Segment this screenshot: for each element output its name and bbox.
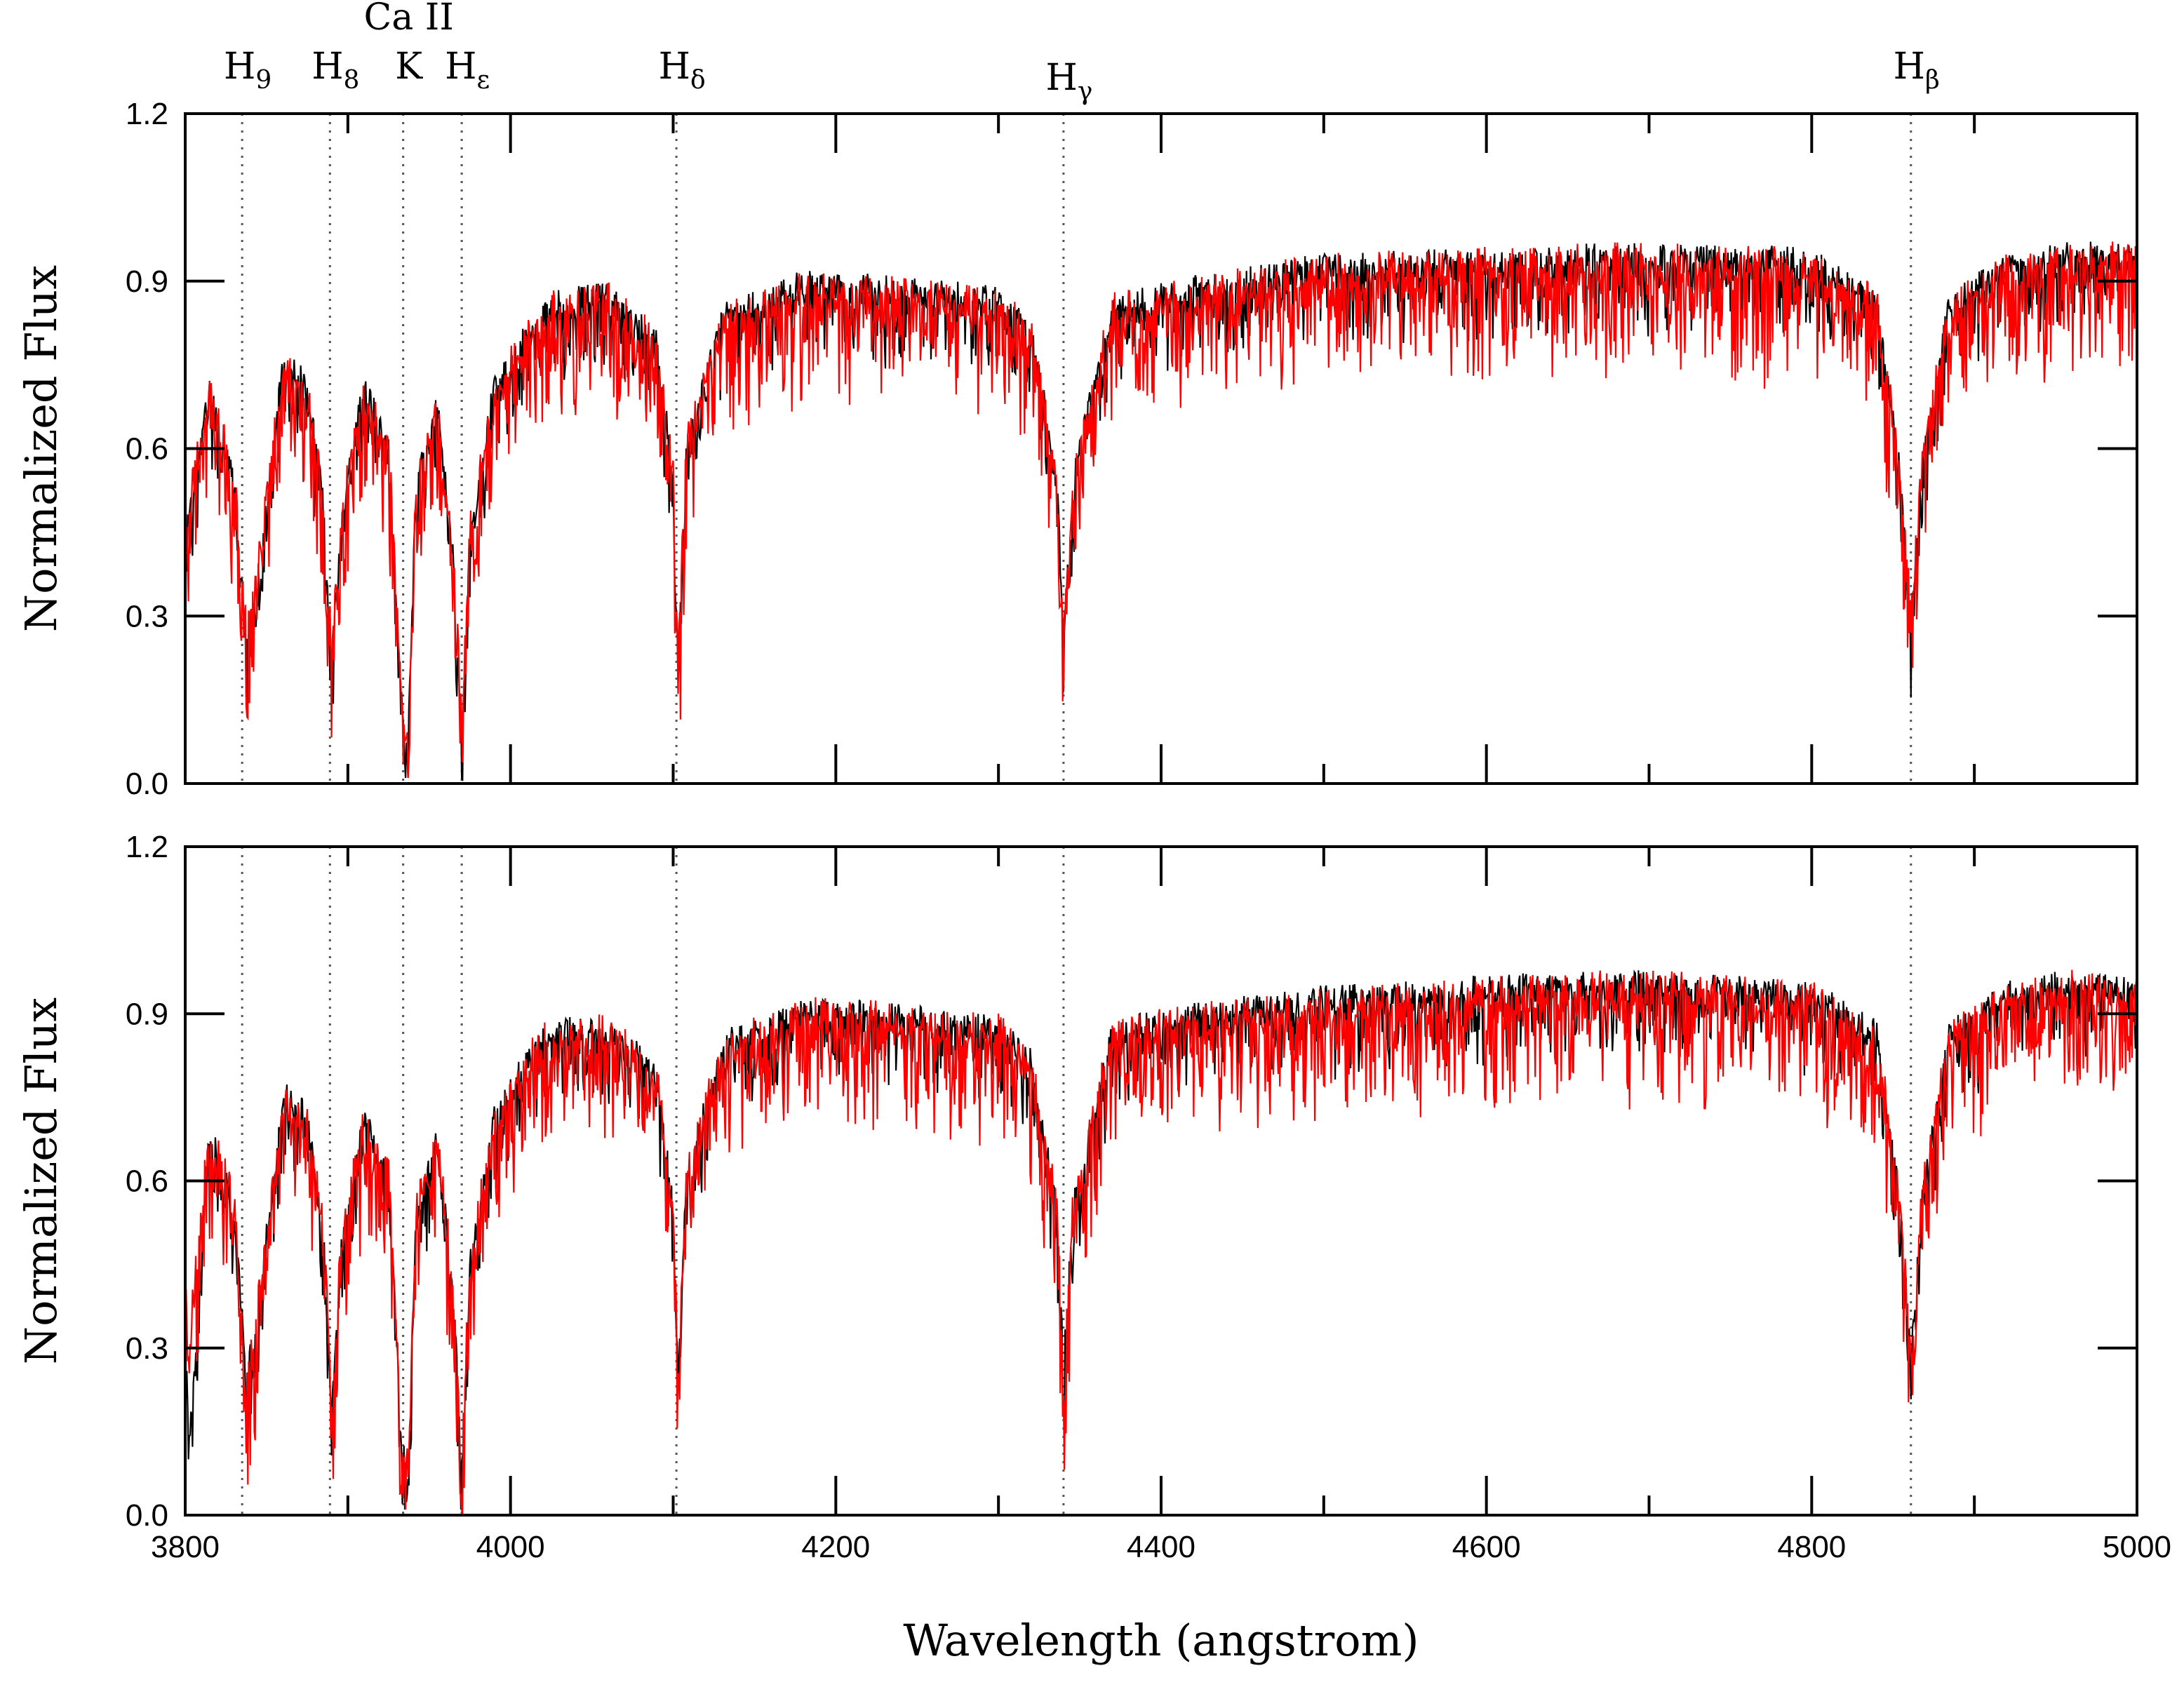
line-marker-label-6: Hβ: [1894, 46, 1940, 95]
x-tick-label: 4000: [476, 1530, 545, 1564]
line-marker-subscript: 8: [344, 66, 360, 95]
y-tick-label: 0.9: [126, 997, 168, 1031]
y-tick-label: 0.6: [126, 432, 168, 466]
x-tick-label: 5000: [2103, 1530, 2171, 1564]
spectrum-line-model: [184, 969, 2138, 1514]
y-tick-label: 0.0: [126, 1498, 168, 1533]
y-tick-label: 0.9: [126, 264, 168, 299]
line-marker-label-0: H9: [224, 46, 272, 95]
plot-frame: [184, 112, 2138, 785]
x-tick-label: 4200: [801, 1530, 870, 1564]
line-marker-prefix: Ca II: [363, 0, 453, 39]
line-marker-main: H: [224, 46, 255, 88]
y-tick-label: 1.2: [126, 830, 168, 864]
y-tick-label: 0.3: [126, 1331, 168, 1366]
line-marker-subscript: 9: [255, 66, 272, 95]
line-marker-subscript: γ: [1078, 77, 1093, 106]
line-marker-subscript: ε: [476, 66, 490, 95]
x-tick-label: 4600: [1452, 1530, 1521, 1564]
line-marker-main: K: [395, 46, 423, 88]
line-marker-main: H: [445, 46, 476, 88]
x-axis-title: Wavelength (angstrom): [903, 1615, 1419, 1666]
line-marker-label-5: Hγ: [1045, 57, 1092, 106]
plot-frame: [184, 845, 2138, 1517]
line-marker-label-3: Hε: [445, 46, 490, 95]
y-axis-title: Normalized Flux: [15, 265, 67, 632]
line-marker-label-2: K: [395, 46, 423, 88]
y-tick-label: 0.3: [126, 599, 168, 633]
line-marker-main: H: [311, 46, 343, 88]
spectrum-line-observed: [184, 241, 2138, 781]
line-marker-label-4: Hδ: [659, 46, 706, 95]
line-marker-main: H: [1045, 57, 1077, 99]
y-axis-title: Normalized Flux: [15, 997, 67, 1364]
panel-bottom: 3800 4000 4200 4400 4600 4800 5000 0.0 0.3 0.6 0.9…: [15, 830, 2171, 1666]
line-marker-main: H: [659, 46, 690, 88]
y-tick-label: 1.2: [126, 97, 168, 131]
x-tick-label: 4800: [1777, 1530, 1846, 1564]
line-marker-label-1: H8: [311, 46, 359, 95]
panel-top: 0.0 0.3 0.6 0.9 1.2 Normalized Flux: [15, 97, 2138, 801]
line-marker-subscript: δ: [690, 66, 706, 95]
y-tick-label: 0.6: [126, 1164, 168, 1199]
line-marker-main: H: [1894, 46, 1925, 88]
spectrum-line-model: [184, 241, 2138, 779]
x-tick-label: 3800: [151, 1530, 220, 1564]
y-tick-label: 0.0: [126, 767, 168, 801]
line-marker-subscript: β: [1925, 66, 1940, 95]
x-tick-label: 4400: [1127, 1530, 1195, 1564]
